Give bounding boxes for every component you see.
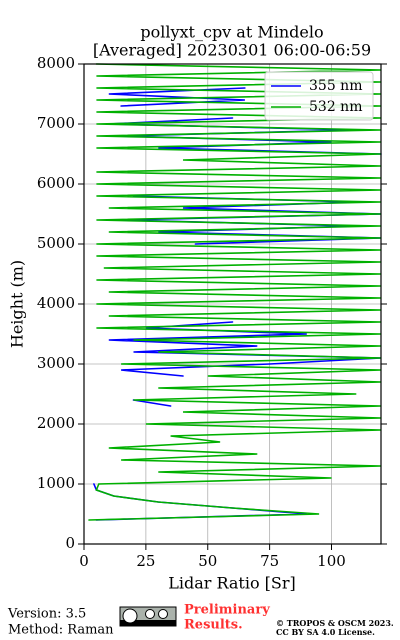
data-line	[88, 63, 382, 521]
legend-label: 532 nm	[309, 99, 362, 115]
x-tick-label: 25	[136, 552, 155, 570]
cc-logo	[119, 606, 177, 627]
y-axis-label: Height (m)	[8, 260, 27, 348]
chart-title: pollyxt_cpv at Mindelo	[140, 23, 323, 42]
y-tick-label: 3000	[37, 354, 75, 372]
x-tick-label: 75	[260, 552, 279, 570]
y-tick-label: 0	[65, 534, 75, 552]
copyright: CC BY SA 4.0 License.	[276, 627, 375, 637]
chart-subtitle: [Averaged] 20230301 06:00-06:59	[93, 41, 371, 60]
x-tick-label: 100	[317, 552, 346, 570]
x-tick-label: 50	[198, 552, 217, 570]
x-tick-label: 0	[79, 552, 89, 570]
copyright: © TROPOS & OSCM 2023.	[276, 618, 394, 628]
y-tick-label: 8000	[37, 54, 75, 72]
method: Method: Raman	[8, 623, 114, 638]
plot-frame	[83, 63, 382, 545]
y-tick-label: 4000	[37, 294, 75, 312]
x-axis-label: Lidar Ratio [Sr]	[168, 574, 296, 593]
y-tick-label: 2000	[37, 414, 75, 432]
y-tick-label: 7000	[37, 114, 75, 132]
legend-box	[264, 71, 374, 121]
preliminary: Results.	[184, 618, 243, 633]
preliminary: Preliminary	[184, 603, 270, 618]
version: Version: 3.5	[7, 607, 86, 622]
y-tick-label: 1000	[37, 474, 75, 492]
legend-label: 355 nm	[309, 78, 362, 94]
y-tick-label: 6000	[37, 174, 75, 192]
y-tick-label: 5000	[37, 234, 75, 252]
